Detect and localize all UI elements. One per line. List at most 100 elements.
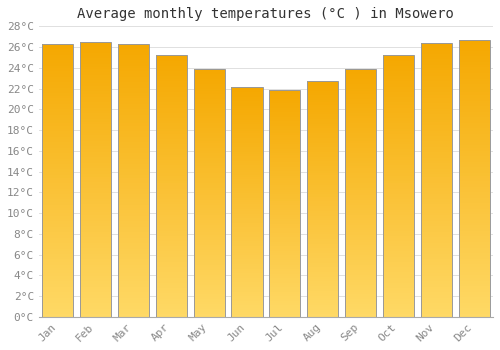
Bar [42,60,74,63]
Bar [156,199,187,202]
Bar [42,254,74,257]
Bar [421,103,452,106]
Bar [307,133,338,135]
Bar [156,55,187,58]
Bar [270,292,300,294]
Bar [194,168,224,170]
Bar [194,245,224,247]
Bar [118,202,149,205]
Bar [270,283,300,285]
Bar [270,131,300,133]
Bar [194,186,224,188]
Bar [42,159,74,161]
Bar [156,87,187,89]
Bar [421,303,452,306]
Bar [232,282,262,285]
Bar [118,60,149,63]
Bar [345,260,376,262]
Bar [80,158,111,160]
Bar [42,123,74,126]
Bar [42,312,74,314]
Bar [156,82,187,84]
Bar [421,120,452,122]
Bar [156,173,187,176]
Bar [80,278,111,281]
Bar [307,84,338,86]
Bar [458,156,490,159]
Bar [156,74,187,76]
Bar [42,189,74,191]
Bar [194,257,224,260]
Bar [156,288,187,290]
Bar [232,133,262,136]
Bar [42,216,74,218]
Bar [458,123,490,126]
Bar [421,199,452,202]
Bar [345,175,376,178]
Bar [345,215,376,218]
Bar [156,309,187,312]
Bar [232,145,262,147]
Bar [80,124,111,127]
Bar [156,280,187,283]
Bar [118,98,149,101]
Bar [232,138,262,140]
Bar [156,126,187,128]
Bar [383,304,414,306]
Bar [42,82,74,85]
Bar [270,96,300,99]
Bar [232,166,262,168]
Bar [156,131,187,134]
Bar [421,259,452,262]
Bar [345,89,376,91]
Bar [270,185,300,187]
Bar [270,183,300,185]
Bar [345,136,376,138]
Bar [194,205,224,208]
Bar [270,299,300,301]
Bar [270,103,300,105]
Bar [194,260,224,262]
Bar [458,281,490,284]
Bar [307,117,338,119]
Bar [156,212,187,215]
Bar [156,296,187,299]
Bar [80,61,111,64]
Bar [270,172,300,174]
Bar [232,239,262,241]
Bar [194,314,224,317]
Bar [270,212,300,215]
Bar [232,90,262,92]
Bar [270,301,300,303]
Bar [232,147,262,149]
Bar [383,278,414,280]
Bar [270,101,300,103]
Bar [156,116,187,118]
Bar [345,131,376,133]
Bar [118,208,149,210]
Bar [42,172,74,175]
Bar [194,156,224,158]
Bar [194,275,224,277]
Bar [458,137,490,140]
Bar [421,114,452,117]
Bar [118,292,149,295]
Bar [458,292,490,295]
Bar [345,277,376,280]
Bar [270,105,300,108]
Bar [307,96,338,98]
Bar [383,251,414,254]
Bar [270,253,300,255]
Bar [194,215,224,218]
Bar [194,108,224,111]
Bar [421,234,452,237]
Bar [383,275,414,278]
Bar [307,159,338,161]
Bar [345,208,376,210]
Bar [421,262,452,265]
Bar [421,65,452,68]
Bar [118,90,149,93]
Bar [270,262,300,265]
Bar [307,161,338,164]
Bar [270,187,300,190]
